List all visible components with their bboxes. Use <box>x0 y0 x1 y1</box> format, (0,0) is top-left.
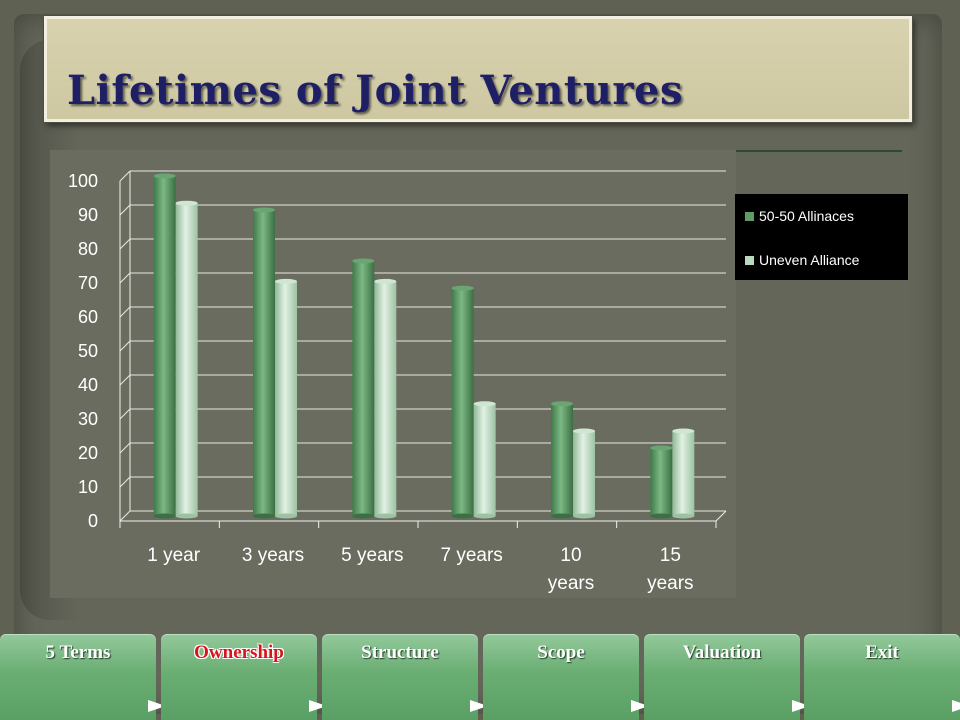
bar-top <box>650 445 673 451</box>
gridline-depth <box>119 442 131 454</box>
bar-top <box>573 428 595 434</box>
y-tick-label: 80 <box>78 239 98 259</box>
x-tick-label: 5 years <box>341 545 403 566</box>
bar-base <box>153 513 176 519</box>
legend-label-series2: Uneven Alliance <box>759 252 860 268</box>
nav-button-ownership[interactable]: Ownership <box>161 634 327 720</box>
chart-area: 0 10 20 30 40 50 60 70 80 90 100 1 year 3 years 5 yea… <box>50 150 736 598</box>
arrow-right-icon[interactable] <box>952 700 960 712</box>
bar-series2 <box>175 203 198 516</box>
x-tick-label: 10 years <box>548 545 594 594</box>
nav-button-5-terms[interactable]: 5 Terms <box>0 634 166 720</box>
y-tick-label: 10 <box>78 477 98 497</box>
gridline-depth <box>119 476 131 488</box>
gridline-depth <box>119 238 131 250</box>
title-box: Lifetimes of Joint Ventures <box>44 16 912 122</box>
y-tick-label: 50 <box>78 341 98 361</box>
x-tick-label: 3 years <box>242 545 304 566</box>
nav-button-valuation[interactable]: Valuation <box>644 634 810 720</box>
bar-base <box>175 513 198 519</box>
bar-top <box>551 401 573 407</box>
y-tick-label: 20 <box>78 443 98 463</box>
bar-base <box>473 513 496 519</box>
gridline-depth <box>119 408 131 420</box>
bar-top <box>153 173 176 179</box>
bar-series1 <box>153 176 176 516</box>
gridline-depth <box>119 306 131 318</box>
bar-series1 <box>352 261 375 516</box>
gridline-depth <box>119 510 131 522</box>
bar-series2 <box>275 281 297 516</box>
bar-series1 <box>551 403 573 516</box>
bar-chart: 0 10 20 30 40 50 60 70 80 90 100 1 year 3 years 5 yea… <box>68 170 727 594</box>
bar-series1 <box>253 210 275 516</box>
y-tick-label: 100 <box>68 171 98 191</box>
bar-top <box>175 200 198 206</box>
nav-label-exit: Exit <box>865 642 899 663</box>
legend-swatch-series2 <box>745 255 754 265</box>
y-tick-label: 70 <box>78 273 98 293</box>
bar-top <box>473 401 496 407</box>
gridline-depth <box>119 374 131 386</box>
gridline-depth <box>119 272 131 284</box>
legend-item-series1: 50-50 Allinaces <box>745 208 854 224</box>
bar-base <box>275 513 297 519</box>
bar-series2 <box>473 403 496 516</box>
x-tick-label: 7 years <box>441 545 503 566</box>
nav-label-structure: Structure <box>361 642 439 663</box>
bar-top <box>253 207 275 213</box>
legend-item-series2: Uneven Alliance <box>745 252 859 268</box>
y-tick-label: 0 <box>88 511 98 531</box>
bar-top <box>352 258 375 264</box>
bar-series2 <box>573 431 595 516</box>
bar-series1 <box>451 288 474 516</box>
bar-base <box>672 513 695 519</box>
accent-line <box>734 150 902 152</box>
y-tick-label: 90 <box>78 205 98 225</box>
bar-base <box>650 513 673 519</box>
bar-base <box>551 513 573 519</box>
slide-title: Lifetimes of Joint Ventures <box>67 67 683 114</box>
x-tick-label: 15 years <box>647 545 693 594</box>
bar-top <box>451 285 474 291</box>
x-tick-label: 1 year <box>147 545 200 566</box>
chart-legend: 50-50 Allinaces Uneven Alliance <box>735 194 908 280</box>
bar-series1 <box>650 448 673 516</box>
bar-base <box>451 513 474 519</box>
nav-button-scope[interactable]: Scope <box>483 634 649 720</box>
y-tick-label: 30 <box>78 409 98 429</box>
x-axis-depth-line <box>715 510 727 522</box>
nav-label-ownership: Ownership <box>194 642 284 663</box>
bar-base <box>352 513 375 519</box>
bar-series2 <box>374 281 397 516</box>
gridline-depth <box>119 204 131 216</box>
nav-button-exit[interactable]: Exit <box>804 634 960 720</box>
bar-top <box>374 278 397 284</box>
bar-base <box>253 513 275 519</box>
y-tick-label: 40 <box>78 375 98 395</box>
nav-label-5-terms: 5 Terms <box>45 642 111 663</box>
bar-base <box>573 513 595 519</box>
bar-top <box>275 278 297 284</box>
gridline-depth <box>119 170 131 182</box>
bar-top <box>672 428 695 434</box>
legend-label-series1: 50-50 Allinaces <box>759 208 854 224</box>
nav-button-structure[interactable]: Structure <box>322 634 488 720</box>
y-tick-label: 60 <box>78 307 98 327</box>
gridline-depth <box>119 340 131 352</box>
navigation-bar: 5 Terms Ownership Structure Scope Valuat… <box>0 634 960 720</box>
nav-label-valuation: Valuation <box>682 642 762 663</box>
bar-base <box>374 513 397 519</box>
legend-swatch-series1 <box>745 211 754 221</box>
bar-series2 <box>672 431 695 516</box>
nav-label-scope: Scope <box>537 642 585 663</box>
